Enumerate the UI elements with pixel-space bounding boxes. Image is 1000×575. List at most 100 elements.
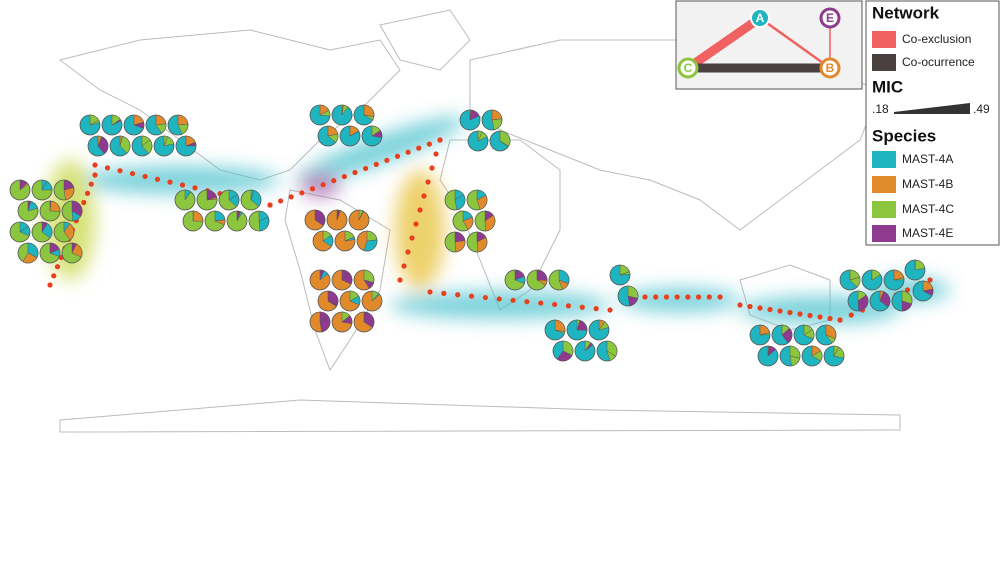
pie <box>839 269 861 291</box>
pie <box>331 269 353 291</box>
pie <box>61 242 83 264</box>
pie-slice <box>454 231 466 243</box>
edge <box>685 14 763 72</box>
pie-slice <box>327 300 338 307</box>
node <box>750 8 770 28</box>
edge <box>759 16 831 70</box>
pie <box>87 135 109 157</box>
pie <box>196 189 218 211</box>
pie-slice <box>250 190 262 207</box>
pie-slice <box>349 130 360 137</box>
pie <box>869 290 891 312</box>
pie-slice <box>322 234 334 247</box>
station <box>129 170 136 177</box>
pie-slice <box>857 294 869 312</box>
station <box>787 309 793 316</box>
station <box>777 308 783 314</box>
station <box>429 165 435 171</box>
pie-slice <box>63 223 75 241</box>
pie <box>109 135 131 157</box>
pie-slice <box>341 104 349 116</box>
station <box>417 207 423 213</box>
pie <box>444 189 466 211</box>
pie <box>596 340 618 362</box>
pie <box>361 125 383 147</box>
pie-slice <box>19 225 31 237</box>
station <box>433 151 439 157</box>
pie <box>39 200 61 222</box>
pie <box>544 319 566 341</box>
pie-slice <box>111 119 122 126</box>
pie <box>248 210 270 232</box>
pie-slice <box>833 347 845 359</box>
swatch <box>872 201 896 218</box>
pie <box>609 264 631 286</box>
pie-slice <box>185 142 197 147</box>
pie <box>356 230 378 252</box>
pie <box>459 109 481 131</box>
legend-title: MIC <box>872 77 903 96</box>
station <box>331 178 337 184</box>
station <box>807 312 813 319</box>
pie-slice <box>206 196 218 201</box>
pie <box>474 210 496 232</box>
station <box>421 193 427 199</box>
legend-item: MAST-4B <box>902 177 953 191</box>
pie-slice <box>454 194 466 211</box>
station <box>607 307 613 313</box>
pie <box>226 210 248 232</box>
pie <box>452 210 474 232</box>
pie-slice <box>469 109 480 121</box>
pie-slice <box>922 288 934 296</box>
pie-slice <box>71 210 81 222</box>
station <box>320 182 326 188</box>
pie <box>167 114 189 136</box>
mic-min: .18 <box>872 102 889 116</box>
pie-slice <box>155 123 167 134</box>
pie <box>566 319 588 341</box>
pie <box>779 345 801 367</box>
station <box>92 162 98 168</box>
pie-slice <box>606 350 616 361</box>
pie <box>339 290 361 312</box>
legend-item: MAST-4C <box>902 202 954 216</box>
station <box>426 141 432 147</box>
pie <box>861 269 883 291</box>
station <box>797 311 803 317</box>
pie <box>815 324 837 346</box>
station <box>397 277 403 283</box>
swatch <box>872 176 896 193</box>
node <box>677 57 699 79</box>
station <box>455 292 461 298</box>
node-label: E <box>826 11 834 25</box>
station <box>441 290 447 296</box>
pie <box>883 269 905 291</box>
pie <box>39 242 61 264</box>
pie-slice <box>558 279 569 290</box>
pie-slice <box>825 334 836 344</box>
pie-slice <box>63 187 75 201</box>
pie <box>353 269 375 291</box>
station <box>341 173 347 180</box>
pie-slice <box>327 133 339 143</box>
station <box>468 293 475 299</box>
mic-max: .49 <box>973 102 990 116</box>
pie-slice <box>499 140 509 148</box>
station <box>88 181 94 187</box>
pie-slice <box>476 237 488 253</box>
station <box>757 305 763 311</box>
station <box>904 287 911 293</box>
pie <box>153 135 175 157</box>
pie-slice <box>849 276 861 288</box>
station <box>565 303 572 309</box>
pie <box>317 125 339 147</box>
pie <box>444 231 466 253</box>
pie-slice <box>41 223 53 239</box>
pie <box>904 259 926 281</box>
station <box>416 145 422 151</box>
pie <box>53 221 75 243</box>
pie-slice <box>803 329 815 340</box>
station <box>154 176 161 182</box>
legend-item: Co-ocurrence <box>902 55 975 69</box>
pie-slice <box>576 320 588 331</box>
